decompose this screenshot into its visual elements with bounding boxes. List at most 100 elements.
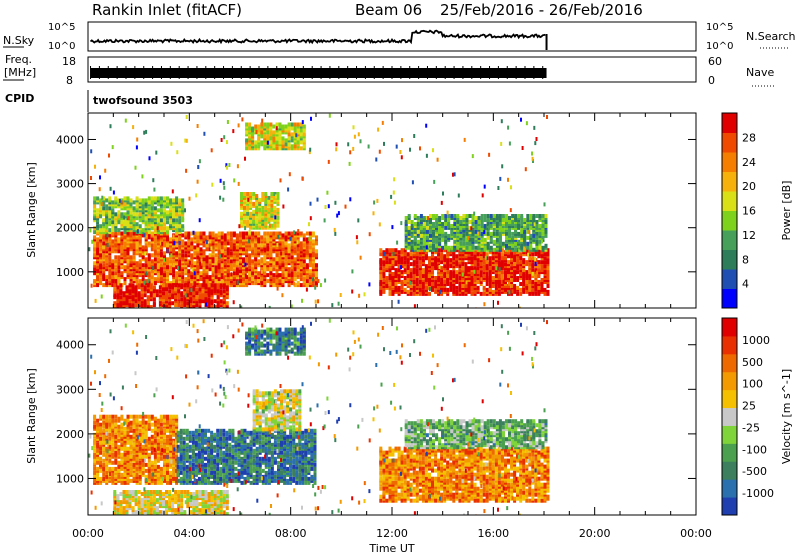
heatmap-cell (114, 450, 118, 455)
heatmap-cell (137, 299, 141, 304)
scatter-cell (225, 140, 228, 145)
heatmap-cell (220, 263, 224, 268)
heatmap-cell (535, 231, 539, 236)
heatmap-cell (159, 208, 163, 213)
heatmap-cell (480, 224, 484, 228)
heatmap-cell (541, 235, 545, 240)
heatmap-cell (409, 284, 413, 288)
heatmap-cell (135, 222, 139, 227)
heatmap-cell (504, 252, 507, 257)
date-range: 25/Feb/2016 - 26/Feb/2016 (440, 1, 643, 19)
heatmap-cell (264, 205, 268, 210)
heatmap-cell (184, 241, 188, 246)
scatter-cell (222, 181, 225, 186)
heatmap-cell (168, 301, 172, 306)
scatter-cell (483, 302, 486, 307)
heatmap-cell (467, 256, 471, 261)
scatter-cell (136, 229, 139, 234)
heatmap-cell (476, 280, 480, 284)
heatmap-cell (202, 269, 206, 274)
heatmap-cell (123, 257, 127, 262)
heatmap-cell (465, 245, 469, 250)
scatter-cell (134, 165, 137, 170)
heatmap-cell (105, 267, 109, 272)
heatmap-cell (397, 264, 401, 269)
heatmap-cell (302, 263, 306, 268)
heatmap-cell (290, 122, 294, 127)
scatter-cell (510, 185, 512, 190)
heatmap-cell (287, 122, 291, 127)
scatter-cell (197, 165, 200, 169)
heatmap-cell (242, 241, 245, 246)
heatmap-cell (163, 269, 166, 274)
heatmap-cell (146, 283, 150, 288)
heatmap-cell (266, 245, 270, 250)
heatmap-cell (275, 271, 279, 276)
heatmap-cell (120, 466, 124, 471)
heatmap-cell (232, 281, 236, 286)
heatmap-cell (201, 283, 205, 288)
scatter-cell (225, 163, 228, 168)
scatter-cell (497, 300, 499, 305)
scatter-cell (268, 223, 271, 228)
heatmap-cell (192, 295, 196, 300)
heatmap-cell (126, 414, 130, 419)
heatmap-cell (385, 256, 389, 261)
heatmap-cell (126, 210, 130, 215)
heatmap-cell (195, 303, 199, 308)
heatmap-cell (492, 214, 496, 218)
heatmap-cell (528, 252, 532, 257)
heatmap-cell (251, 146, 255, 151)
scatter-cell (534, 141, 537, 146)
scatter-cell (518, 306, 521, 308)
heatmap-cell (260, 263, 264, 268)
heatmap-cell (214, 257, 218, 262)
scatter-cell (240, 305, 243, 308)
scatter-cell (535, 137, 538, 141)
heatmap-cell (488, 260, 492, 265)
heatmap-cell (462, 233, 466, 238)
scatter-cell (135, 145, 138, 150)
heatmap-cell (485, 256, 489, 261)
heatmap-cell (403, 280, 407, 284)
heatmap-cell (516, 252, 520, 257)
heatmap-cell (446, 287, 450, 292)
heatmap-cell (263, 144, 267, 149)
heatmap-cell (447, 214, 451, 218)
heatmap-cell (208, 239, 212, 244)
heatmap-cell (278, 273, 282, 278)
scatter-cell (244, 262, 247, 267)
heatmap-cell (290, 267, 294, 272)
heatmap-cell (495, 237, 499, 242)
scatter-cell (146, 279, 149, 284)
heatmap-cell (290, 255, 294, 260)
heatmap-cell (116, 299, 120, 304)
heatmap-cell (488, 274, 492, 278)
heatmap-cell (428, 256, 431, 261)
heatmap-cell (166, 265, 169, 270)
heatmap-cell (482, 285, 486, 290)
heatmap-cell (248, 146, 252, 151)
colorbar-swatch (722, 249, 737, 270)
heatmap-cell (403, 256, 407, 261)
heatmap-cell (102, 273, 106, 278)
heatmap-cell (242, 265, 245, 270)
heatmap-cell (406, 264, 410, 269)
scatter-cell (219, 195, 222, 200)
heatmap-cell (510, 266, 514, 271)
heatmap-cell (281, 146, 285, 151)
scatter-cell (499, 176, 502, 181)
heatmap-cell (125, 301, 129, 306)
heatmap-cell (242, 231, 245, 236)
heatmap-cell (150, 243, 154, 248)
heatmap-cell (111, 476, 115, 481)
heatmap-cell (102, 218, 106, 223)
heatmap-cell (397, 278, 401, 282)
heatmap-cell (257, 231, 261, 236)
noise-trace (89, 29, 548, 50)
heatmap-cell (141, 277, 145, 282)
heatmap-cell (257, 279, 261, 284)
heatmap-cell (111, 446, 115, 451)
freq-tick-high: 18 (62, 55, 76, 68)
scatter-cell (94, 164, 96, 169)
